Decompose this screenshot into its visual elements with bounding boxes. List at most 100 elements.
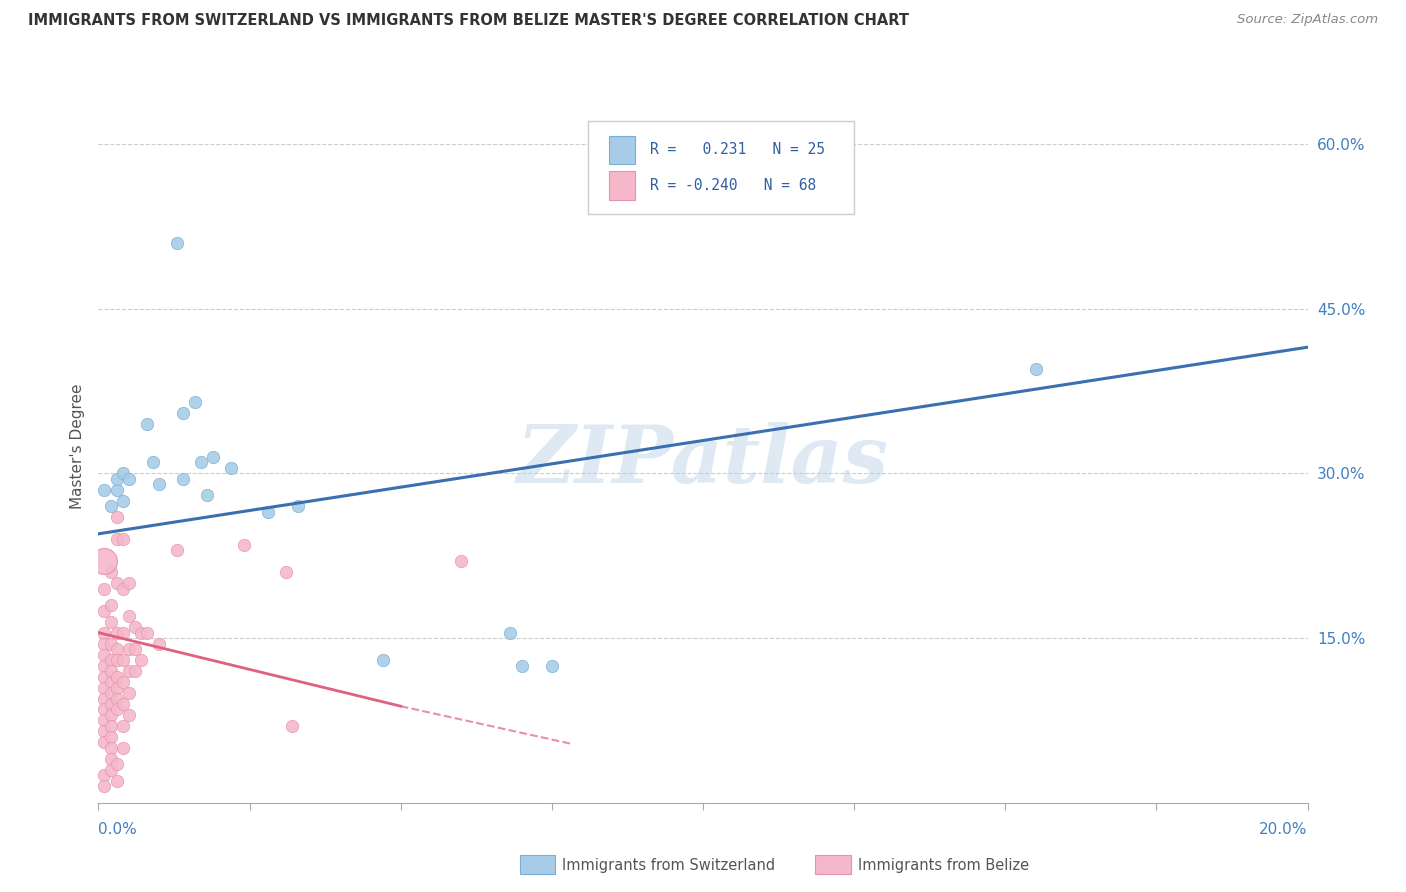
Point bbox=[118, 686, 141, 700]
Point bbox=[184, 395, 207, 409]
Point bbox=[105, 691, 128, 706]
Point bbox=[100, 675, 122, 690]
Point bbox=[129, 653, 152, 667]
Point bbox=[124, 620, 146, 634]
Point bbox=[105, 669, 128, 683]
Point bbox=[93, 582, 115, 596]
Point bbox=[93, 554, 115, 568]
Point bbox=[118, 576, 141, 591]
Point bbox=[93, 768, 115, 782]
Point bbox=[111, 675, 134, 690]
Point bbox=[111, 697, 134, 711]
Point bbox=[221, 461, 243, 475]
Point bbox=[118, 708, 141, 723]
FancyBboxPatch shape bbox=[609, 171, 636, 200]
Text: ZIPatlas: ZIPatlas bbox=[517, 422, 889, 499]
Point bbox=[93, 735, 115, 749]
Point bbox=[111, 494, 134, 508]
Point bbox=[93, 724, 115, 739]
Point bbox=[100, 686, 122, 700]
Point bbox=[111, 625, 134, 640]
Point bbox=[135, 625, 157, 640]
Point bbox=[93, 714, 115, 728]
Point bbox=[105, 653, 128, 667]
Point bbox=[202, 450, 225, 464]
Point bbox=[105, 472, 128, 486]
Point bbox=[166, 235, 188, 250]
Point bbox=[118, 609, 141, 624]
Point bbox=[195, 488, 218, 502]
Point bbox=[105, 533, 128, 547]
Point bbox=[100, 615, 122, 629]
Text: 0.0%: 0.0% bbox=[98, 822, 138, 837]
Text: Immigrants from Switzerland: Immigrants from Switzerland bbox=[562, 858, 776, 872]
Point bbox=[100, 763, 122, 777]
Point bbox=[124, 642, 146, 657]
Point bbox=[1024, 362, 1046, 376]
Point bbox=[105, 642, 128, 657]
Point bbox=[100, 697, 122, 711]
FancyBboxPatch shape bbox=[609, 136, 636, 164]
Point bbox=[124, 664, 146, 678]
Point bbox=[105, 757, 128, 772]
Point bbox=[93, 648, 115, 662]
Point bbox=[100, 730, 122, 744]
Point bbox=[111, 740, 134, 755]
Point bbox=[450, 554, 472, 568]
Text: R = -0.240   N = 68: R = -0.240 N = 68 bbox=[650, 178, 815, 193]
FancyBboxPatch shape bbox=[588, 121, 855, 214]
Point bbox=[129, 625, 152, 640]
Point bbox=[118, 472, 141, 486]
Point bbox=[93, 483, 115, 497]
Point bbox=[142, 455, 165, 469]
Point bbox=[172, 472, 194, 486]
Text: Source: ZipAtlas.com: Source: ZipAtlas.com bbox=[1237, 13, 1378, 27]
Point bbox=[100, 740, 122, 755]
Point bbox=[118, 642, 141, 657]
Point bbox=[105, 773, 128, 788]
Point bbox=[274, 566, 297, 580]
Text: Immigrants from Belize: Immigrants from Belize bbox=[858, 858, 1029, 872]
Text: IMMIGRANTS FROM SWITZERLAND VS IMMIGRANTS FROM BELIZE MASTER'S DEGREE CORRELATIO: IMMIGRANTS FROM SWITZERLAND VS IMMIGRANT… bbox=[28, 13, 910, 29]
Point bbox=[172, 406, 194, 420]
Point bbox=[281, 719, 304, 733]
Point bbox=[100, 653, 122, 667]
Point bbox=[232, 538, 254, 552]
Point bbox=[287, 500, 309, 514]
Point bbox=[100, 637, 122, 651]
Point bbox=[100, 752, 122, 766]
Point bbox=[93, 637, 115, 651]
Point bbox=[111, 467, 134, 481]
Point bbox=[111, 653, 134, 667]
Point bbox=[105, 576, 128, 591]
Y-axis label: Master's Degree: Master's Degree bbox=[69, 384, 84, 508]
Point bbox=[510, 658, 533, 673]
Point bbox=[166, 543, 188, 558]
Point bbox=[93, 681, 115, 695]
Point bbox=[371, 653, 394, 667]
Point bbox=[105, 681, 128, 695]
Point bbox=[105, 510, 128, 524]
Point bbox=[100, 598, 122, 612]
Text: R =   0.231   N = 25: R = 0.231 N = 25 bbox=[650, 143, 825, 157]
Point bbox=[111, 582, 134, 596]
Point bbox=[93, 658, 115, 673]
Point bbox=[190, 455, 212, 469]
Point bbox=[100, 664, 122, 678]
Point bbox=[93, 625, 115, 640]
Point bbox=[498, 625, 520, 640]
Point bbox=[100, 719, 122, 733]
Point bbox=[256, 505, 278, 519]
Point bbox=[100, 566, 122, 580]
Text: 20.0%: 20.0% bbox=[1260, 822, 1308, 837]
Point bbox=[105, 702, 128, 716]
Point bbox=[118, 664, 141, 678]
Point bbox=[93, 702, 115, 716]
Point bbox=[93, 604, 115, 618]
Point bbox=[540, 658, 562, 673]
Point bbox=[148, 477, 170, 491]
Point bbox=[93, 780, 115, 794]
Point bbox=[135, 417, 157, 431]
Point bbox=[93, 691, 115, 706]
Point bbox=[111, 533, 134, 547]
